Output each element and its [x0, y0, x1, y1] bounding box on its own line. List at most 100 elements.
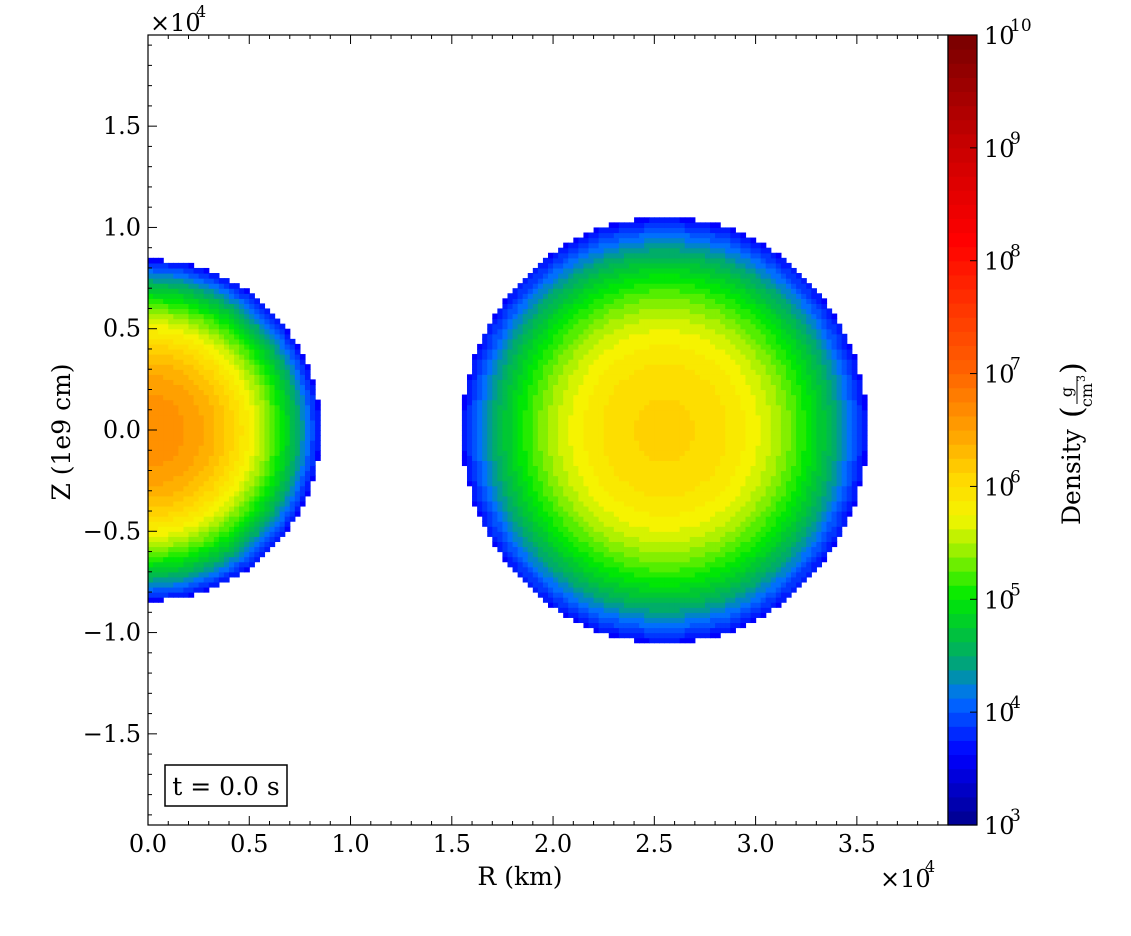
density-cell: [193, 546, 200, 553]
density-cell: [507, 470, 514, 477]
density-cell: [623, 414, 630, 421]
density-cell: [234, 389, 240, 396]
density-cell: [203, 338, 210, 345]
density-cell: [264, 465, 271, 472]
density-cell: [213, 424, 220, 431]
density-cell: [679, 343, 686, 350]
density-cell: [679, 364, 686, 370]
density-cell: [537, 419, 544, 426]
density-cell: [148, 430, 154, 436]
density-cell: [284, 495, 291, 502]
density-cell: [502, 328, 509, 335]
density-cell: [239, 511, 245, 517]
density-cell: [649, 495, 655, 502]
density-cell: [548, 313, 554, 320]
density-cell: [563, 283, 569, 289]
density-cell: [163, 384, 169, 391]
density-cell: [598, 308, 605, 315]
density-cell: [629, 571, 635, 578]
density-cell: [502, 435, 509, 441]
density-cell: [664, 252, 671, 259]
density-cell: [193, 566, 200, 573]
density-cell: [254, 465, 260, 472]
density-cell: [198, 298, 205, 304]
density-cell: [299, 495, 306, 502]
density-cell: [178, 399, 185, 406]
density-cell: [188, 546, 195, 553]
density-cell: [613, 531, 620, 537]
density-cell: [289, 343, 296, 350]
density-cell: [553, 257, 559, 264]
density-cell: [229, 414, 235, 421]
density-cell: [249, 318, 255, 325]
density-cell: [664, 627, 671, 634]
density-cell: [527, 374, 534, 380]
density-cell: [461, 445, 468, 451]
density-cell: [482, 348, 488, 355]
density-cell: [588, 424, 595, 431]
density-cell: [183, 505, 190, 512]
density-cell: [654, 313, 660, 320]
density-cell: [183, 511, 190, 517]
density-cell: [537, 561, 544, 568]
density-cell: [649, 445, 655, 451]
density-cell: [649, 430, 655, 436]
density-cell: [239, 495, 245, 502]
density-cell: [613, 278, 620, 284]
density-cell: [507, 303, 514, 310]
density-cell: [644, 561, 650, 568]
density-cell: [563, 495, 569, 502]
density-cell: [254, 556, 260, 563]
density-cell: [598, 627, 605, 634]
density-cell: [659, 252, 666, 259]
density-cell: [593, 445, 600, 451]
density-cell: [183, 576, 190, 583]
density-cell: [178, 430, 185, 436]
density-cell: [537, 546, 544, 553]
density-cell: [532, 267, 539, 274]
density-cell: [573, 526, 579, 532]
density-cell: [694, 359, 701, 365]
density-cell: [148, 495, 154, 502]
density-cell: [310, 460, 316, 467]
density-cell: [588, 576, 595, 583]
density-cell: [229, 551, 235, 558]
density-cell: [588, 480, 595, 487]
density-cell: [553, 440, 559, 446]
density-cell: [608, 511, 615, 517]
density-cell: [598, 288, 605, 294]
density-cell: [163, 551, 169, 558]
density-cell: [634, 450, 640, 456]
density-cell: [598, 273, 605, 279]
density-cell: [178, 495, 185, 502]
density-cell: [517, 419, 524, 426]
density-cell: [512, 343, 519, 350]
density-cell: [203, 526, 210, 532]
density-cell: [542, 546, 549, 553]
density-cell: [537, 430, 544, 436]
density-cell: [244, 414, 250, 421]
density-cell: [542, 561, 549, 568]
density-cell: [694, 419, 701, 426]
density-cell: [507, 495, 514, 502]
density-cell: [674, 576, 681, 583]
density-cell: [492, 409, 498, 416]
density-cell: [264, 485, 271, 492]
density-cell: [578, 308, 585, 315]
density-cell: [588, 348, 595, 355]
density-cell: [208, 338, 215, 345]
density-cell: [239, 359, 245, 365]
density-cell: [208, 308, 215, 315]
density-cell: [639, 551, 645, 558]
density-cell: [634, 516, 640, 522]
density-cell: [608, 470, 615, 477]
density-cell: [548, 374, 554, 380]
density-cell: [487, 455, 493, 461]
density-cell: [537, 404, 544, 411]
density-cell: [659, 247, 666, 254]
density-cell: [522, 531, 529, 537]
density-cell: [259, 343, 266, 350]
density-cell: [153, 288, 159, 294]
density-cell: [193, 293, 200, 299]
density-cell: [148, 359, 154, 365]
